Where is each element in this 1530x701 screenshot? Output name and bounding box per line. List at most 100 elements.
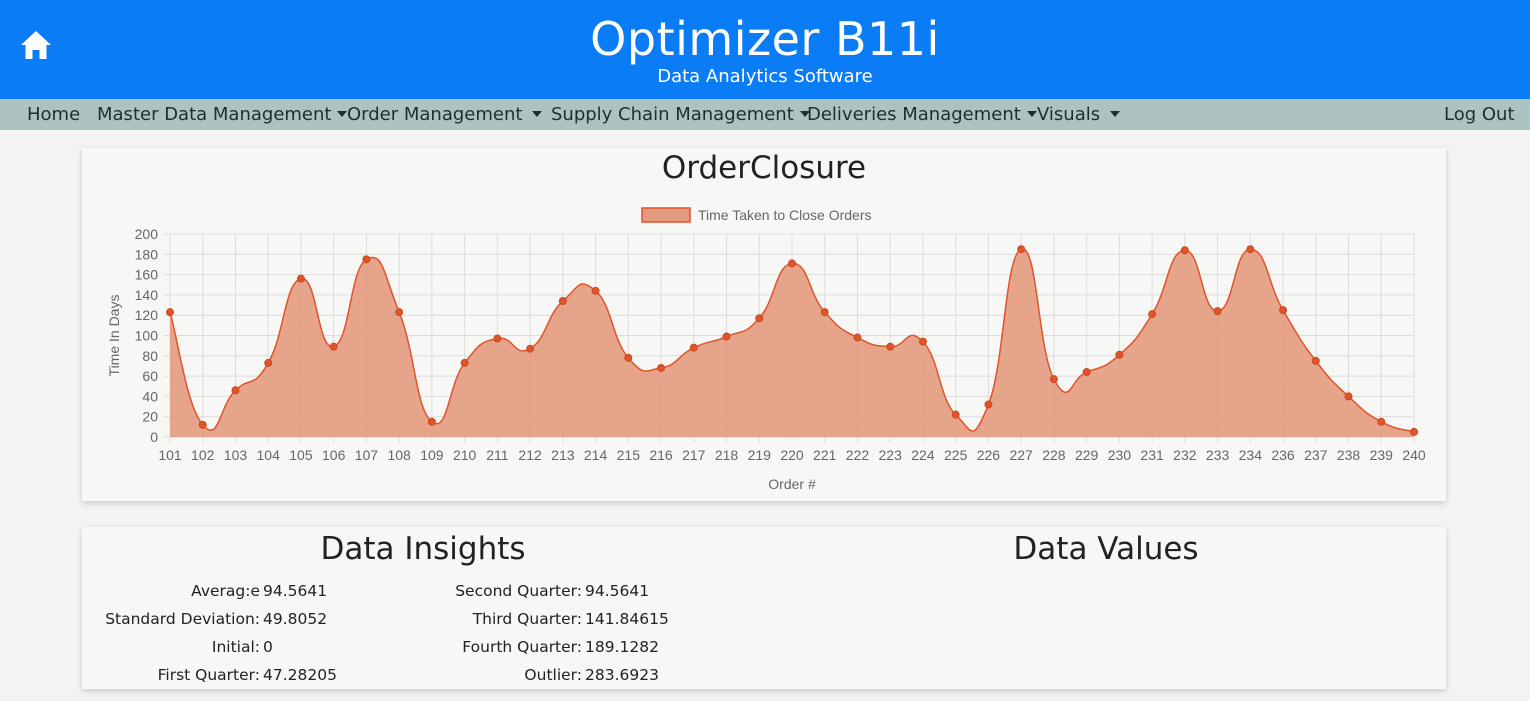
third-quarter-label: Third Quarter: <box>472 610 582 628</box>
x-tick-label: 102 <box>191 447 215 463</box>
x-tick-label: 234 <box>1239 447 1263 463</box>
x-tick-label: 219 <box>748 447 772 463</box>
nav-visuals-dropdown[interactable]: Visuals <box>1037 99 1121 130</box>
initial-value: 0 <box>263 638 273 656</box>
x-tick-label: 216 <box>649 447 673 463</box>
y-tick-label: 160 <box>135 267 159 283</box>
insights-card: Data Insights Data Values Averag:e 94.56… <box>82 527 1446 689</box>
x-tick-label: 232 <box>1173 447 1197 463</box>
x-tick-label: 210 <box>453 447 477 463</box>
series-area <box>170 248 1414 437</box>
data-point <box>1246 245 1255 254</box>
y-tick-label: 80 <box>142 348 158 364</box>
data-point <box>1115 350 1124 359</box>
legend-label: Time Taken to Close Orders <box>698 207 872 223</box>
data-point <box>264 358 273 367</box>
data-point <box>820 308 829 317</box>
data-point <box>1410 427 1418 436</box>
data-point <box>558 296 567 305</box>
x-tick-label: 218 <box>715 447 739 463</box>
x-tick-label: 227 <box>1009 447 1033 463</box>
x-tick-label: 225 <box>944 447 968 463</box>
nav-master-data-dropdown[interactable]: Master Data Management <box>97 99 348 130</box>
data-point <box>755 314 764 323</box>
x-tick-label: 104 <box>257 447 281 463</box>
data-point <box>427 417 436 426</box>
x-tick-label: 229 <box>1075 447 1099 463</box>
data-point <box>460 358 469 367</box>
nav-supply-chain-dropdown[interactable]: Supply Chain Management <box>551 99 810 130</box>
data-point <box>1148 310 1157 319</box>
x-tick-label: 237 <box>1304 447 1328 463</box>
caret-down-icon <box>799 111 810 117</box>
x-tick-label: 217 <box>682 447 706 463</box>
nav-visuals-label: Visuals <box>1037 104 1101 125</box>
y-tick-label: 100 <box>135 328 159 344</box>
y-tick-label: 0 <box>150 429 158 445</box>
data-point <box>198 420 207 429</box>
data-point <box>329 342 338 351</box>
caret-down-icon <box>337 111 348 117</box>
data-point <box>395 308 404 317</box>
data-point <box>1049 375 1058 384</box>
data-point <box>918 337 927 346</box>
x-tick-label: 109 <box>420 447 444 463</box>
first-quarter-label: First Quarter: <box>157 666 260 684</box>
nav-order-management-dropdown[interactable]: Order Management <box>347 99 543 130</box>
data-point <box>1017 245 1026 254</box>
data-values-title: Data Values <box>1013 531 1199 567</box>
x-tick-label: 215 <box>617 447 641 463</box>
x-tick-label: 108 <box>387 447 411 463</box>
third-quarter-value: 141.84615 <box>585 610 669 628</box>
x-tick-label: 214 <box>584 447 608 463</box>
app-subtitle: Data Analytics Software <box>657 66 873 87</box>
x-tick-label: 107 <box>355 447 379 463</box>
data-point <box>657 363 666 372</box>
y-tick-label: 200 <box>135 226 159 242</box>
data-point <box>1344 392 1353 401</box>
chart-card: OrderClosure 0 20 40 60 80 100 120 140 160 180 200… <box>82 148 1446 501</box>
data-point <box>166 308 174 317</box>
x-tick-label: 105 <box>289 447 313 463</box>
nav-home-label: Home <box>27 104 81 125</box>
data-point <box>984 400 993 409</box>
y-axis-title: Time In Days <box>106 295 122 377</box>
x-tick-label: 103 <box>224 447 248 463</box>
x-tick-label: 233 <box>1206 447 1230 463</box>
x-tick-label: 228 <box>1042 447 1066 463</box>
y-tick-label: 20 <box>142 409 158 425</box>
nav-home[interactable]: Home <box>27 99 80 130</box>
nav-master-data-label: Master Data Management <box>97 104 332 125</box>
nav-logout-label: Log Out <box>1444 104 1515 125</box>
data-point <box>1082 368 1091 377</box>
initial-label: Initial: <box>211 638 260 656</box>
x-tick-label: 211 <box>486 447 509 463</box>
x-tick-label: 238 <box>1337 447 1361 463</box>
data-point <box>1311 356 1320 365</box>
x-tick-label: 231 <box>1140 447 1164 463</box>
data-point <box>624 353 633 362</box>
std-dev-value: 49.8052 <box>263 610 328 628</box>
second-quarter-value: 94.5641 <box>585 582 650 600</box>
caret-down-icon <box>1026 111 1037 117</box>
nav-deliveries-dropdown[interactable]: Deliveries Management <box>807 99 1037 130</box>
home-icon[interactable] <box>19 29 53 61</box>
x-tick-label: 224 <box>911 447 935 463</box>
outlier-label: Outlier: <box>524 666 582 684</box>
data-point <box>1377 417 1386 426</box>
x-tick-label: 239 <box>1370 447 1394 463</box>
x-tick-label: 101 <box>158 447 182 463</box>
x-tick-label: 223 <box>879 447 903 463</box>
nav-supply-chain-label: Supply Chain Management <box>551 104 794 125</box>
data-point <box>526 344 535 353</box>
x-tick-label: 220 <box>780 447 804 463</box>
x-tick-label: 106 <box>322 447 346 463</box>
nav-logout[interactable]: Log Out <box>1444 99 1515 130</box>
data-point <box>493 334 502 343</box>
y-tick-label: 40 <box>142 388 158 404</box>
y-tick-label: 120 <box>135 307 159 323</box>
data-point <box>1180 246 1189 255</box>
data-point <box>1279 306 1288 315</box>
y-tick-label: 140 <box>135 287 159 303</box>
data-point <box>722 332 731 341</box>
